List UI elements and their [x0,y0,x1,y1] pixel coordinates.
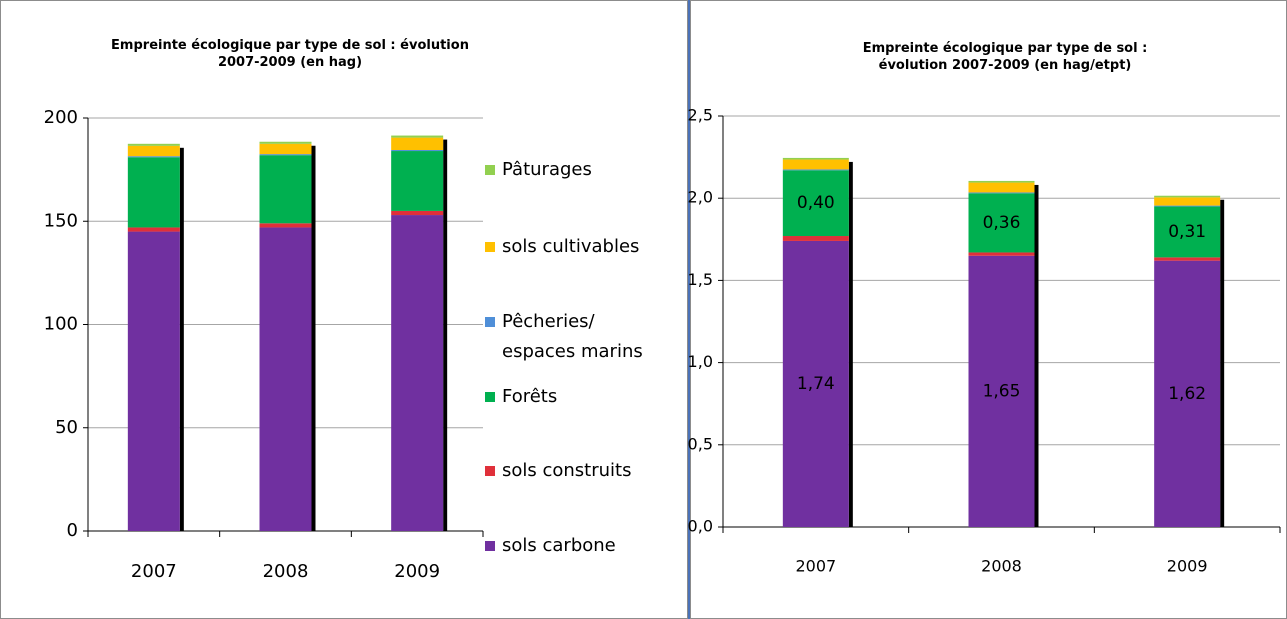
y-tick-label: 200 [44,107,78,128]
bar-segment [968,255,1035,528]
bar-shadow [1220,199,1225,527]
bar-segment [968,252,1035,256]
bar-shadow [311,145,316,531]
y-tick-label: 0,5 [688,434,713,453]
bar-segment [127,227,180,232]
y-tick-label: 150 [44,210,78,231]
bar-segment [1154,206,1221,258]
bar-segment [782,240,849,527]
bar-segment [259,155,312,224]
y-tick-label: 0 [67,520,78,541]
legend-label: Pêcheries/espaces marins [502,311,643,362]
data-label: 1,62 [1168,384,1206,404]
legend-swatch [485,165,495,175]
x-tick-label: 2007 [795,557,836,576]
bar-segment [1154,197,1221,206]
bar-segment [1154,257,1221,261]
bar-segment [259,227,312,531]
bar-shadow [179,147,184,531]
legend-swatch [485,317,495,327]
x-tick-label: 2009 [1167,557,1208,576]
panel-left [0,0,688,619]
y-tick-label: 2,5 [688,106,713,125]
bar-shadow [1034,184,1039,528]
bar-segment [259,223,312,228]
bar-segment [1154,260,1221,527]
bar-segment [391,210,444,216]
legend-swatch [485,466,495,476]
bar-segment [782,157,849,160]
y-tick-label: 100 [44,314,78,335]
bar-segment [782,170,849,237]
legend-swatch [485,392,495,402]
x-tick-label: 2008 [981,557,1022,576]
data-label: 1,74 [797,374,835,394]
bar-segment [127,156,180,158]
y-tick-label: 1,5 [688,270,713,289]
bar-segment [259,154,312,156]
bar-segment [391,137,444,151]
bar-segment [968,193,1035,253]
bar-segment [391,135,444,138]
bar-segment [1154,205,1221,207]
bar-segment [782,169,849,171]
y-tick-label: 50 [55,417,78,438]
bar-segment [391,215,444,531]
bar-segment [782,236,849,241]
bar-segment [127,231,180,531]
data-label: 1,65 [983,381,1021,401]
legend-swatch [485,541,495,551]
bar-shadow [443,139,448,532]
y-tick-label: 2,0 [688,188,713,207]
bar-segment [782,159,849,170]
legend-label: Forêts [502,386,557,407]
legend-label: sols construits [502,460,632,481]
bar-segment [391,150,444,152]
bar-segment [127,143,180,146]
legend-label: Pâturages [502,159,592,180]
bar-segment [391,151,444,211]
bar-segment [968,180,1035,183]
chart-title: Empreinte écologique par type de sol : év… [863,41,1148,73]
chart-title: Empreinte écologique par type de sol : é… [111,38,469,70]
legend-label: sols carbone [502,535,616,556]
data-label: 0,36 [983,213,1021,233]
y-tick-label: 0,0 [688,517,713,536]
x-tick-label: 2007 [131,561,177,582]
bar-segment [127,157,180,228]
bar-shadow [848,161,853,527]
bar-segment [259,143,312,155]
y-tick-label: 1,0 [688,352,713,371]
bar-segment [259,141,312,144]
data-label: 0,40 [797,193,835,213]
x-tick-label: 2009 [394,561,440,582]
bar-segment [1154,195,1221,198]
data-label: 0,31 [1168,222,1206,242]
bar-segment [127,145,180,157]
legend-swatch [485,242,495,252]
legend-label: sols cultivables [502,236,639,257]
bar-segment [968,182,1035,193]
x-tick-label: 2008 [263,561,309,582]
bar-segment [968,192,1035,194]
